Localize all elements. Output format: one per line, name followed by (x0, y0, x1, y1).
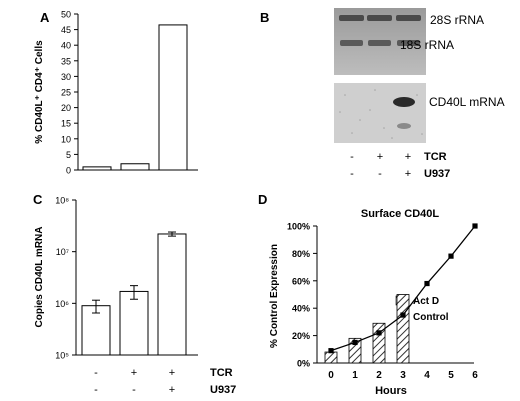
panel-letter-b: B (260, 10, 269, 25)
panel-a-bar (82, 166, 112, 171)
panel-c-tcr-label: TCR (210, 367, 233, 379)
gel-tcr-lane3: + (405, 151, 411, 163)
gel-u937-lane1: - (350, 168, 354, 180)
panel-c-y-tick-label: 10⁷ (56, 247, 69, 257)
panel-c-y-tick-label: 10⁶ (55, 299, 69, 309)
panel-a-y-tick-label: 0 (66, 166, 71, 176)
gel-u937-lane3: + (405, 168, 411, 180)
panel-a-y-tick-label: 5 (66, 150, 71, 160)
band-18s-lane1 (340, 40, 363, 46)
gel-tcr-lane2: + (377, 151, 383, 163)
panel-a-y-tick-label: 45 (61, 25, 71, 35)
panel-d-x-tick-label: 6 (472, 370, 478, 381)
panel-d-act-d-bar (324, 351, 338, 364)
panel-letter-c: C (33, 192, 43, 207)
panel-a-y-tick-label: 20 (61, 103, 71, 113)
panel-d-control-point (448, 253, 454, 259)
panel-a-y-tick-label: 10 (61, 134, 71, 144)
panel-d-y-tick-label: 0% (297, 359, 310, 369)
panel-c-condition-sign: - (94, 367, 98, 379)
gel-u937-lane2: - (378, 168, 382, 180)
panel-d-control-point (328, 348, 334, 354)
panel-b-gel: 28S rRNA 18S rRNA CD40L mRNA - + + TCR -… (334, 8, 505, 180)
panel-c-log-bar-chart: Copies CD40L mRNA TCR U937 10⁵ 10⁶ 10⁷ 10⁸ -… (34, 196, 236, 397)
panel-c-condition-sign: - (132, 384, 136, 396)
band-label-18s: 18S rRNA (400, 38, 454, 52)
gel-u937-label: U937 (424, 168, 450, 180)
panel-d-control-point (400, 312, 406, 318)
panel-d-act-d-bar (348, 337, 362, 364)
panel-c-bar (81, 305, 111, 356)
panel-a-y-tick-label: 30 (61, 72, 71, 82)
panel-d-y-tick-label: 100% (287, 222, 310, 232)
panel-a-y-tick-label: 50 (61, 10, 71, 20)
panel-c-condition-sign: + (131, 367, 137, 379)
panel-a-y-tick-label: 15 (61, 119, 71, 129)
panel-c-condition-sign: + (169, 384, 175, 396)
panel-a-bar (120, 163, 150, 171)
panel-d-combo-chart: Surface CD40L % Control Expression Hours… (269, 208, 478, 397)
panel-d-act-d-bar (396, 294, 410, 364)
panel-d-control-point (472, 223, 478, 229)
panel-d-x-tick-label: 0 (328, 370, 334, 381)
panel-letter-a: A (40, 10, 50, 25)
panel-d-title: Surface CD40L (361, 208, 440, 220)
band-18s-lane2 (368, 40, 391, 46)
panel-c-u937-label: U937 (210, 384, 236, 396)
blot-speckle (339, 89, 423, 139)
gel-tcr-lane1: - (350, 151, 354, 163)
band-28s-lane1 (339, 15, 364, 21)
panel-d-y-tick-label: 20% (292, 331, 310, 341)
band-label-28s: 28S rRNA (430, 13, 484, 27)
panel-d-y-tick-label: 80% (292, 249, 310, 259)
panel-d-control-point (352, 339, 358, 346)
panel-d-y-tick-label: 40% (292, 304, 310, 314)
panel-d-act-d-bar (372, 322, 386, 364)
panel-c-y-tick-label: 10⁵ (55, 351, 69, 361)
panel-c-condition-sign: - (94, 384, 98, 396)
panel-d-x-tick-label: 5 (448, 370, 454, 381)
panel-a-y-tick-label: 25 (61, 88, 71, 98)
panel-d-x-tick-label: 3 (400, 370, 406, 381)
panel-c-y-label: Copies CD40L mRNA (34, 227, 45, 328)
cd40l-mrna-smear (397, 123, 411, 129)
panel-d-x-tick-label: 4 (424, 370, 430, 381)
panel-d-control-point (424, 280, 430, 287)
band-18s-lane3 (397, 40, 420, 46)
panel-a-y-tick-label: 40 (61, 41, 71, 51)
panel-d-y-tick-label: 60% (292, 276, 310, 286)
panel-c-y-tick-label: 10⁸ (55, 196, 69, 206)
northern-blot-image (334, 83, 426, 143)
cd40l-mrna-band (393, 97, 415, 107)
legend-act-d-label: Act D (413, 296, 439, 307)
panel-letter-d: D (258, 192, 267, 207)
probe-label-cd40l: CD40L mRNA (429, 95, 505, 109)
panel-d-x-tick-label: 2 (376, 370, 382, 381)
gel-tcr-label: TCR (424, 151, 447, 163)
band-28s-lane3 (396, 15, 421, 21)
panel-a-y-tick-label: 35 (61, 56, 71, 66)
panel-d-y-label: % Control Expression (269, 244, 280, 348)
panel-c-condition-sign: + (169, 367, 175, 379)
panel-a-bar-chart: % CD40L⁺ CD4⁺ Cells 0 5 10 15 20 25 30 35 40 45 50 (34, 10, 198, 176)
panel-a-bar (158, 24, 188, 171)
panel-d-control-point (376, 330, 382, 336)
legend-control-label: Control (413, 312, 449, 323)
panel-c-bar (157, 233, 187, 356)
band-28s-lane2 (367, 15, 392, 21)
panel-d-x-tick-label: 1 (352, 370, 358, 381)
panel-c-bar (119, 290, 149, 356)
panel-d-x-label: Hours (375, 385, 407, 397)
panel-a-y-label: % CD40L⁺ CD4⁺ Cells (34, 40, 45, 144)
